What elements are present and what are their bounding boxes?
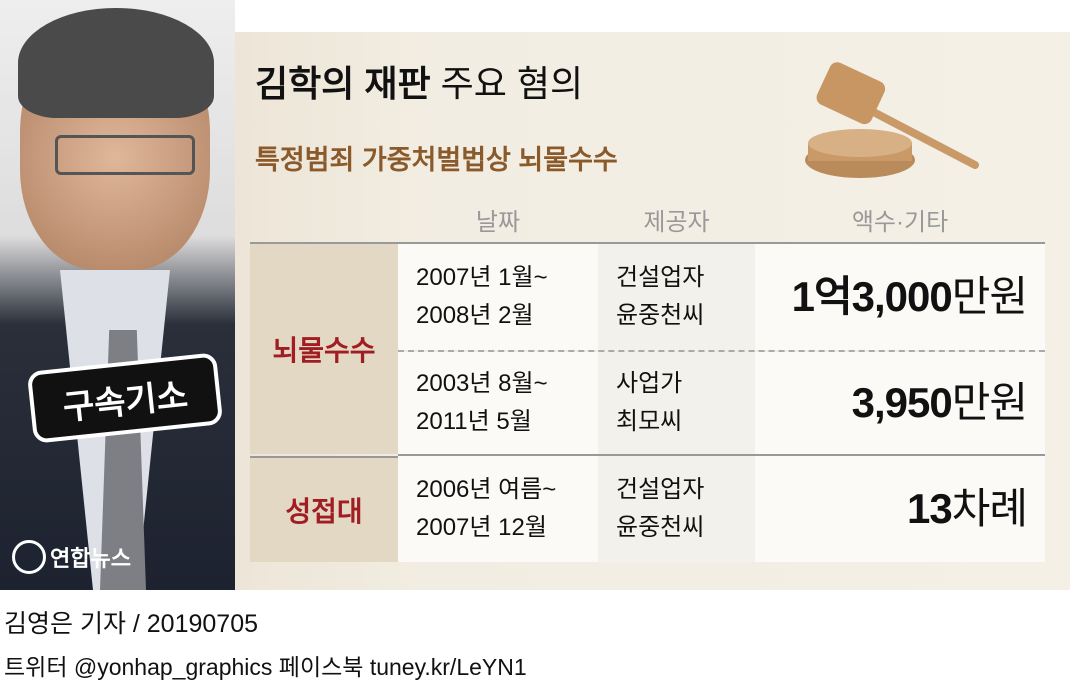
charges-table: 뇌물수수 성접대 2007년 1월~ 2008년 2월 건설업자 윤중천씨 1억3,… xyxy=(250,242,1045,562)
subtitle: 특정범죄 가중처벌법상 뇌물수수 xyxy=(255,145,618,175)
header-date: 날짜 xyxy=(475,209,521,236)
category-sexual-favors: 성접대 xyxy=(250,456,398,562)
page-title: 김학의 재판 주요 혐의 xyxy=(255,63,584,104)
table-cell-amount: 13차례 xyxy=(755,456,1045,562)
header-amount: 액수·기타 xyxy=(851,209,949,236)
yonhap-logo-icon xyxy=(12,540,46,574)
table-cell-provider: 사업가 최모씨 xyxy=(598,352,755,454)
category-bribery: 뇌물수수 xyxy=(250,244,398,454)
table-cell-date: 2006년 여름~ 2007년 12월 xyxy=(398,456,598,562)
table-cell-provider: 건설업자 윤중천씨 xyxy=(598,456,755,562)
row-divider xyxy=(398,350,1045,352)
table-cell-date: 2003년 8월~ 2011년 5월 xyxy=(398,352,598,454)
header-provider: 제공자 xyxy=(643,209,710,236)
gavel-icon xyxy=(805,62,979,178)
table-cell-amount: 1억3,000만원 xyxy=(755,244,1045,350)
social-links: 트위터 @yonhap_graphics 페이스북 tuney.kr/LeYN1 xyxy=(4,654,527,680)
logo-text: 연합뉴스 xyxy=(50,546,131,571)
portrait-photo xyxy=(0,0,235,590)
table-cell-amount: 3,950만원 xyxy=(755,352,1045,454)
table-cell-date: 2007년 1월~ 2008년 2월 xyxy=(398,244,598,350)
row-divider xyxy=(398,454,1045,456)
reporter-credit: 김영은 기자 / 20190705 xyxy=(4,610,259,638)
table-cell-provider: 건설업자 윤중천씨 xyxy=(598,244,755,350)
yonhap-logo: 연합뉴스 xyxy=(12,540,131,574)
